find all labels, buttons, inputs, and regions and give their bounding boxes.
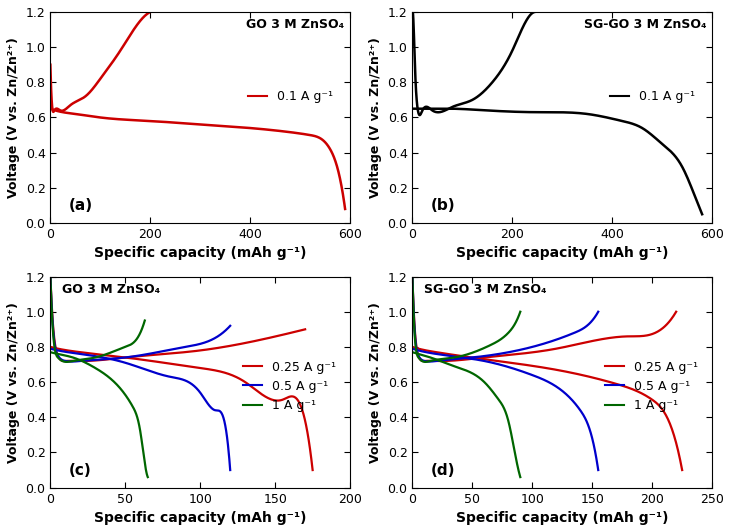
- Y-axis label: Voltage (V vs. Zn/Zn²⁺): Voltage (V vs. Zn/Zn²⁺): [369, 302, 382, 462]
- Text: (d): (d): [431, 463, 455, 478]
- Text: (c): (c): [68, 463, 91, 478]
- Text: (b): (b): [431, 198, 455, 213]
- X-axis label: Specific capacity (mAh g⁻¹): Specific capacity (mAh g⁻¹): [456, 246, 669, 261]
- Y-axis label: Voltage (V vs. Zn/Zn²⁺): Voltage (V vs. Zn/Zn²⁺): [369, 37, 382, 198]
- Y-axis label: Voltage (V vs. Zn/Zn²⁺): Voltage (V vs. Zn/Zn²⁺): [7, 37, 20, 198]
- Legend: 0.1 A g⁻¹: 0.1 A g⁻¹: [605, 85, 700, 108]
- Legend: 0.25 A g⁻¹, 0.5 A g⁻¹, 1 A g⁻¹: 0.25 A g⁻¹, 0.5 A g⁻¹, 1 A g⁻¹: [238, 355, 341, 417]
- Text: SG-GO 3 M ZnSO₄: SG-GO 3 M ZnSO₄: [425, 283, 547, 296]
- Text: SG-GO 3 M ZnSO₄: SG-GO 3 M ZnSO₄: [583, 18, 706, 31]
- Text: (a): (a): [68, 198, 92, 213]
- X-axis label: Specific capacity (mAh g⁻¹): Specific capacity (mAh g⁻¹): [94, 246, 306, 261]
- Legend: 0.25 A g⁻¹, 0.5 A g⁻¹, 1 A g⁻¹: 0.25 A g⁻¹, 0.5 A g⁻¹, 1 A g⁻¹: [600, 355, 703, 417]
- Text: GO 3 M ZnSO₄: GO 3 M ZnSO₄: [62, 283, 161, 296]
- X-axis label: Specific capacity (mAh g⁻¹): Specific capacity (mAh g⁻¹): [94, 511, 306, 525]
- X-axis label: Specific capacity (mAh g⁻¹): Specific capacity (mAh g⁻¹): [456, 511, 669, 525]
- Text: GO 3 M ZnSO₄: GO 3 M ZnSO₄: [246, 18, 344, 31]
- Y-axis label: Voltage (V vs. Zn/Zn²⁺): Voltage (V vs. Zn/Zn²⁺): [7, 302, 20, 462]
- Legend: 0.1 A g⁻¹: 0.1 A g⁻¹: [243, 85, 338, 108]
